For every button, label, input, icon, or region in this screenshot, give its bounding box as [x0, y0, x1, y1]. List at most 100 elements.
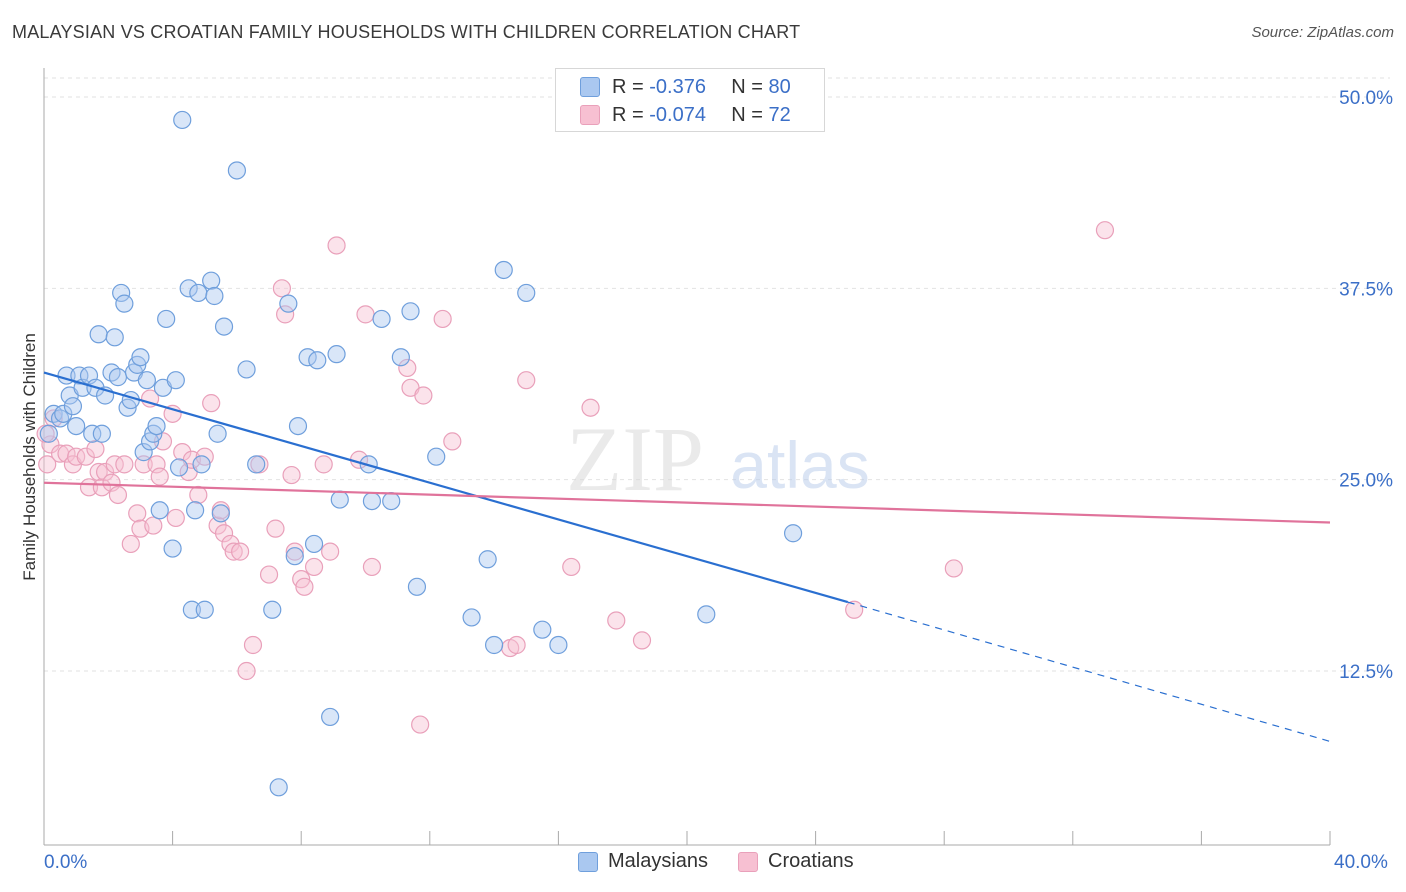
- malaysians-trend-line: [43, 371, 849, 604]
- croatian-point: [108, 485, 128, 505]
- malaysian-point: [163, 539, 182, 558]
- croatian-point: [150, 467, 169, 486]
- n-label: N =: [731, 75, 763, 98]
- croatian-point: [356, 305, 375, 324]
- croatian-point: [231, 542, 250, 561]
- n-value: 72: [768, 103, 791, 126]
- croatian-point: [285, 542, 304, 561]
- malaysian-point: [131, 348, 150, 367]
- malaysian-point: [83, 424, 102, 443]
- malaysian-point: [783, 524, 803, 543]
- croatian-point: [128, 504, 147, 523]
- malaysian-point: [92, 424, 111, 443]
- croatian-point: [153, 432, 173, 451]
- malaysian-point: [147, 416, 166, 436]
- malaysian-point: [269, 778, 288, 797]
- malaysian-point: [214, 317, 234, 336]
- malaysian-point: [134, 443, 153, 462]
- malaysian-point: [227, 161, 246, 180]
- croatian-point: [276, 305, 295, 324]
- watermark-atlas: atlas: [730, 428, 869, 502]
- croatian-point: [115, 455, 134, 474]
- malaysian-point: [205, 286, 224, 306]
- croatian-point: [1095, 221, 1115, 240]
- malaysian-point: [237, 360, 256, 379]
- croatian-point: [243, 635, 263, 655]
- croatian-point: [86, 439, 105, 459]
- malaysian-point: [478, 550, 497, 569]
- croatian-point: [414, 386, 433, 405]
- croatian-point: [166, 508, 185, 528]
- croatian-point: [562, 557, 581, 577]
- malaysian-point: [166, 371, 185, 390]
- croatian-point: [121, 534, 140, 554]
- malaysian-point: [533, 620, 552, 639]
- malaysian-point: [39, 424, 58, 443]
- malaysian-point: [285, 547, 304, 566]
- malaysian-point: [308, 351, 327, 370]
- malaysian-point: [330, 490, 349, 509]
- y-tick-label: 50.0%: [1339, 88, 1393, 109]
- croatian-point: [282, 465, 301, 485]
- y-tick-label: 25.0%: [1339, 471, 1393, 492]
- croatian-point: [224, 542, 243, 561]
- r-value: -0.376: [649, 75, 706, 98]
- malaysian-point: [697, 605, 716, 624]
- croatian-point: [411, 715, 430, 734]
- malaysian-point: [102, 363, 121, 382]
- malaysian-point: [401, 302, 420, 321]
- y-tick-labels: 12.5% 25.0% 37.5% 50.0%: [1339, 88, 1393, 683]
- croatian-point: [89, 462, 108, 482]
- malaysian-point: [182, 600, 201, 619]
- croatian-point: [327, 236, 346, 255]
- malaysian-point: [67, 416, 86, 436]
- malaysian-point: [54, 404, 73, 423]
- x-tick-max: 40.0%: [1334, 852, 1388, 873]
- malaysian-point: [462, 608, 481, 627]
- malaysian-point: [321, 707, 340, 727]
- watermark-zip: ZIP: [566, 408, 704, 510]
- malaysian-point: [189, 283, 208, 303]
- croatian-point: [140, 389, 160, 408]
- croatian-point: [507, 635, 526, 655]
- legend-item-malaysians[interactable]: Malaysians: [578, 850, 708, 873]
- legend-label-malaysians: Malaysians: [608, 850, 709, 872]
- croatian-point: [173, 443, 192, 462]
- croatian-point: [362, 557, 382, 577]
- y-axis-label: Family Households with Children: [20, 333, 39, 581]
- croatian-point: [144, 516, 163, 535]
- croatian-point: [398, 358, 417, 378]
- y-tick-label: 12.5%: [1339, 662, 1393, 683]
- malaysians-points: [39, 110, 803, 797]
- croatian-point: [581, 398, 600, 417]
- x-tick-min: 0.0%: [44, 852, 88, 873]
- malaysian-point: [179, 279, 198, 298]
- malaysian-point: [391, 348, 410, 367]
- malaysian-point: [195, 600, 214, 619]
- legend-item-croatians[interactable]: Croatians: [738, 850, 854, 873]
- malaysian-point: [208, 424, 227, 443]
- croatian-point: [272, 279, 292, 298]
- trend-layer: [43, 371, 1331, 742]
- malaysian-point: [279, 294, 298, 313]
- croatian-point: [295, 577, 314, 596]
- stats-legend: R = -0.376 N = 80 R = -0.074 N = 72: [555, 68, 825, 132]
- croatian-point: [67, 447, 86, 466]
- r-value: -0.074: [649, 103, 706, 126]
- series-legend: Malaysians Croatians: [578, 850, 884, 873]
- legend-row-malaysians: R = -0.376 N = 80: [580, 73, 791, 101]
- source-label: Source: ZipAtlas.com: [1251, 24, 1394, 41]
- malaysian-point: [247, 455, 266, 474]
- croatian-point: [607, 611, 626, 630]
- croatian-point: [944, 559, 963, 578]
- croatian-point: [314, 455, 333, 474]
- malaysian-point: [494, 260, 513, 280]
- malaysian-point: [549, 635, 568, 655]
- watermark: ZIP atlas: [566, 408, 870, 510]
- malaysian-point: [517, 283, 536, 303]
- r-label: R =: [612, 103, 644, 126]
- croatian-point: [259, 565, 279, 584]
- pink-swatch: [738, 851, 759, 872]
- malaysian-point: [63, 397, 83, 416]
